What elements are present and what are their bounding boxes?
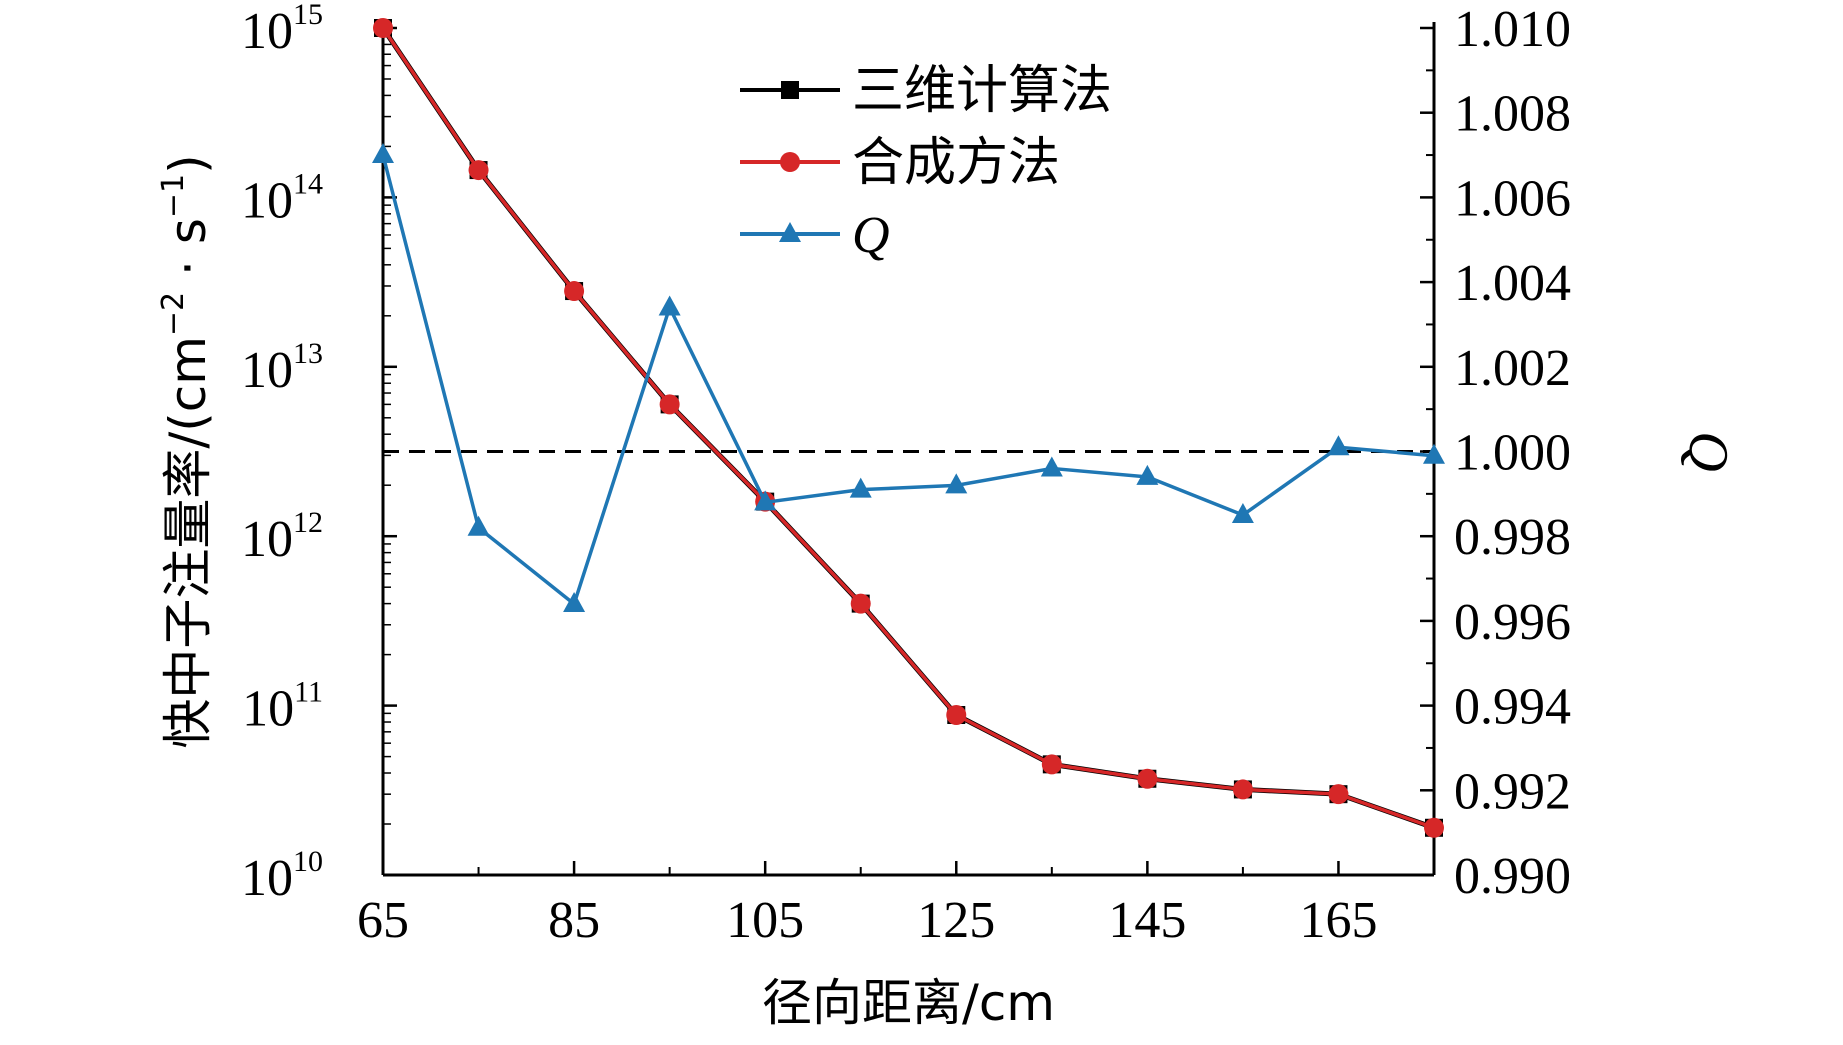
point-marker-square	[781, 81, 799, 99]
point-marker-circle	[468, 160, 489, 181]
legend-label: Q	[852, 207, 890, 264]
point-marker-circle	[850, 593, 871, 614]
point-marker-circle	[1232, 779, 1253, 800]
point-marker-triangle	[779, 222, 801, 242]
x-tick-label: 105	[726, 892, 804, 949]
point-marker-circle	[1137, 768, 1158, 789]
y-right-tick-label: 0.992	[1454, 763, 1571, 820]
y-right-tick-label: 0.996	[1454, 594, 1571, 651]
y-left-tick-label: 1010	[241, 845, 323, 907]
point-marker-circle	[564, 281, 585, 302]
point-marker-triangle	[658, 295, 681, 316]
x-tick-label: 125	[917, 892, 995, 949]
point-marker-triangle	[1231, 503, 1254, 524]
y-right-tick-label: 1.010	[1454, 1, 1571, 58]
x-axis-label: 径向距离/cm	[762, 974, 1055, 1032]
y-right-tick-label: 1.006	[1454, 170, 1571, 227]
y-right-tick-label: 1.002	[1454, 340, 1571, 397]
point-marker-triangle	[1040, 456, 1063, 477]
y-left-tick-label: 1015	[241, 0, 323, 60]
y-left-tick-label: 1011	[242, 676, 323, 738]
y-left-tick-label: 1014	[241, 167, 323, 229]
point-marker-circle	[946, 705, 967, 726]
point-marker-circle	[1328, 784, 1349, 805]
y-right-axis-label: Q	[1677, 431, 1739, 471]
y-left-tick-label: 1013	[241, 337, 323, 399]
point-marker-circle	[780, 152, 800, 172]
y-right-tick-label: 1.004	[1454, 255, 1571, 312]
y-left-tick-label: 1012	[241, 506, 323, 568]
y-left-axis-label: 快中子注量率/(cm−2 · s−1)	[156, 154, 217, 748]
x-tick-label: 165	[1299, 892, 1377, 949]
x-tick-label: 145	[1108, 892, 1186, 949]
point-marker-triangle	[372, 143, 394, 164]
y-right-tick-label: 0.994	[1454, 679, 1571, 736]
point-marker-circle	[1424, 817, 1444, 838]
series-line-2	[381, 27, 1435, 830]
point-marker-triangle	[563, 591, 586, 612]
point-marker-triangle	[1136, 464, 1159, 485]
point-marker-triangle	[1423, 443, 1445, 464]
legend-label: 三维计算法	[852, 61, 1112, 121]
x-tick-label: 65	[357, 892, 409, 949]
point-marker-circle	[659, 394, 680, 415]
x-tick-label: 85	[548, 892, 600, 949]
point-marker-triangle	[754, 490, 777, 511]
y-right-tick-label: 0.998	[1454, 509, 1571, 566]
point-marker-triangle	[467, 515, 490, 536]
point-marker-triangle	[1327, 435, 1350, 456]
point-marker-circle	[1041, 754, 1062, 775]
legend-label: 合成方法	[852, 133, 1060, 193]
point-marker-triangle	[945, 473, 968, 494]
point-marker-circle	[373, 18, 393, 38]
point-marker-triangle	[849, 477, 872, 498]
y-right-tick-label: 1.000	[1454, 425, 1571, 482]
y-right-tick-label: 1.008	[1454, 86, 1571, 143]
y-right-tick-label: 0.990	[1454, 848, 1571, 905]
series-line-3	[381, 154, 1435, 606]
